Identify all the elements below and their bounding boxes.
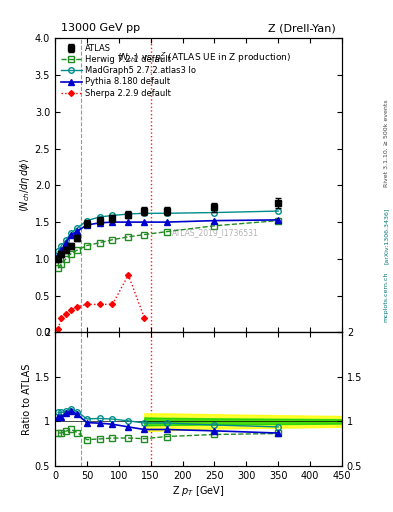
Text: 13000 GeV pp: 13000 GeV pp: [61, 23, 140, 33]
Pythia 8.180 default: [59, 247, 64, 253]
MadGraph5 2.7.2.atlas3 lo: [59, 243, 64, 249]
Herwig 7.2.1 default: [69, 251, 73, 257]
MadGraph5 2.7.2.atlas3 lo: [276, 208, 281, 214]
Line: MadGraph5 2.7.2.atlas3 lo: MadGraph5 2.7.2.atlas3 lo: [55, 208, 281, 254]
Y-axis label: $\langle N_{ch}/d\eta\,d\phi\rangle$: $\langle N_{ch}/d\eta\,d\phi\rangle$: [18, 158, 32, 212]
Herwig 7.2.1 default: [59, 261, 64, 267]
Legend: ATLAS, Herwig 7.2.1 default, MadGraph5 2.7.2.atlas3 lo, Pythia 8.180 default, Sh: ATLAS, Herwig 7.2.1 default, MadGraph5 2…: [59, 42, 198, 99]
Line: Herwig 7.2.1 default: Herwig 7.2.1 default: [55, 218, 281, 271]
Sherpa 2.2.9 default: [59, 314, 64, 321]
MadGraph5 2.7.2.atlas3 lo: [97, 214, 102, 220]
Sherpa 2.2.9 default: [56, 326, 61, 332]
Sherpa 2.2.9 default: [142, 314, 147, 321]
Pythia 8.180 default: [276, 217, 281, 223]
Text: mcplots.cern.ch: mcplots.cern.ch: [384, 272, 388, 322]
Herwig 7.2.1 default: [212, 223, 217, 229]
Line: Sherpa 2.2.9 default: Sherpa 2.2.9 default: [56, 273, 146, 331]
MadGraph5 2.7.2.atlas3 lo: [142, 210, 147, 217]
Pythia 8.180 default: [142, 219, 147, 225]
Text: Rivet 3.1.10, ≥ 500k events: Rivet 3.1.10, ≥ 500k events: [384, 99, 388, 187]
Pythia 8.180 default: [126, 219, 131, 225]
Pythia 8.180 default: [164, 219, 169, 225]
Sherpa 2.2.9 default: [69, 307, 73, 313]
Pythia 8.180 default: [212, 218, 217, 224]
Herwig 7.2.1 default: [276, 218, 281, 224]
Herwig 7.2.1 default: [84, 243, 89, 249]
X-axis label: Z $p_{T}$ [GeV]: Z $p_{T}$ [GeV]: [172, 483, 225, 498]
Herwig 7.2.1 default: [97, 240, 102, 246]
Text: [arXiv:1306.3436]: [arXiv:1306.3436]: [384, 207, 388, 264]
Pythia 8.180 default: [64, 240, 68, 246]
Herwig 7.2.1 default: [164, 228, 169, 234]
Text: $\langle N_{ch}\rangle$ vs $p^{Z}_{T}$ (ATLAS UE in Z production): $\langle N_{ch}\rangle$ vs $p^{Z}_{T}$ (…: [117, 50, 291, 65]
MadGraph5 2.7.2.atlas3 lo: [64, 238, 68, 244]
Herwig 7.2.1 default: [126, 233, 131, 240]
Sherpa 2.2.9 default: [110, 302, 115, 308]
MadGraph5 2.7.2.atlas3 lo: [212, 209, 217, 216]
Text: Z (Drell-Yan): Z (Drell-Yan): [268, 23, 336, 33]
Line: Pythia 8.180 default: Pythia 8.180 default: [55, 217, 281, 258]
Pythia 8.180 default: [97, 220, 102, 226]
MadGraph5 2.7.2.atlas3 lo: [56, 248, 61, 254]
Sherpa 2.2.9 default: [97, 302, 102, 308]
Pythia 8.180 default: [75, 228, 80, 234]
MadGraph5 2.7.2.atlas3 lo: [126, 211, 131, 217]
MadGraph5 2.7.2.atlas3 lo: [69, 230, 73, 236]
Herwig 7.2.1 default: [64, 256, 68, 262]
Herwig 7.2.1 default: [142, 231, 147, 238]
Text: ATLAS_2019_I1736531: ATLAS_2019_I1736531: [172, 228, 259, 238]
Herwig 7.2.1 default: [75, 247, 80, 253]
Sherpa 2.2.9 default: [75, 304, 80, 310]
MadGraph5 2.7.2.atlas3 lo: [110, 212, 115, 219]
MadGraph5 2.7.2.atlas3 lo: [75, 225, 80, 231]
MadGraph5 2.7.2.atlas3 lo: [84, 218, 89, 224]
MadGraph5 2.7.2.atlas3 lo: [164, 210, 169, 217]
Pythia 8.180 default: [56, 252, 61, 258]
Sherpa 2.2.9 default: [84, 302, 89, 308]
Pythia 8.180 default: [110, 219, 115, 225]
Herwig 7.2.1 default: [110, 237, 115, 243]
Herwig 7.2.1 default: [56, 265, 61, 271]
Pythia 8.180 default: [69, 232, 73, 239]
Sherpa 2.2.9 default: [126, 272, 131, 278]
Sherpa 2.2.9 default: [64, 311, 68, 317]
Pythia 8.180 default: [84, 222, 89, 228]
Y-axis label: Ratio to ATLAS: Ratio to ATLAS: [22, 364, 32, 435]
